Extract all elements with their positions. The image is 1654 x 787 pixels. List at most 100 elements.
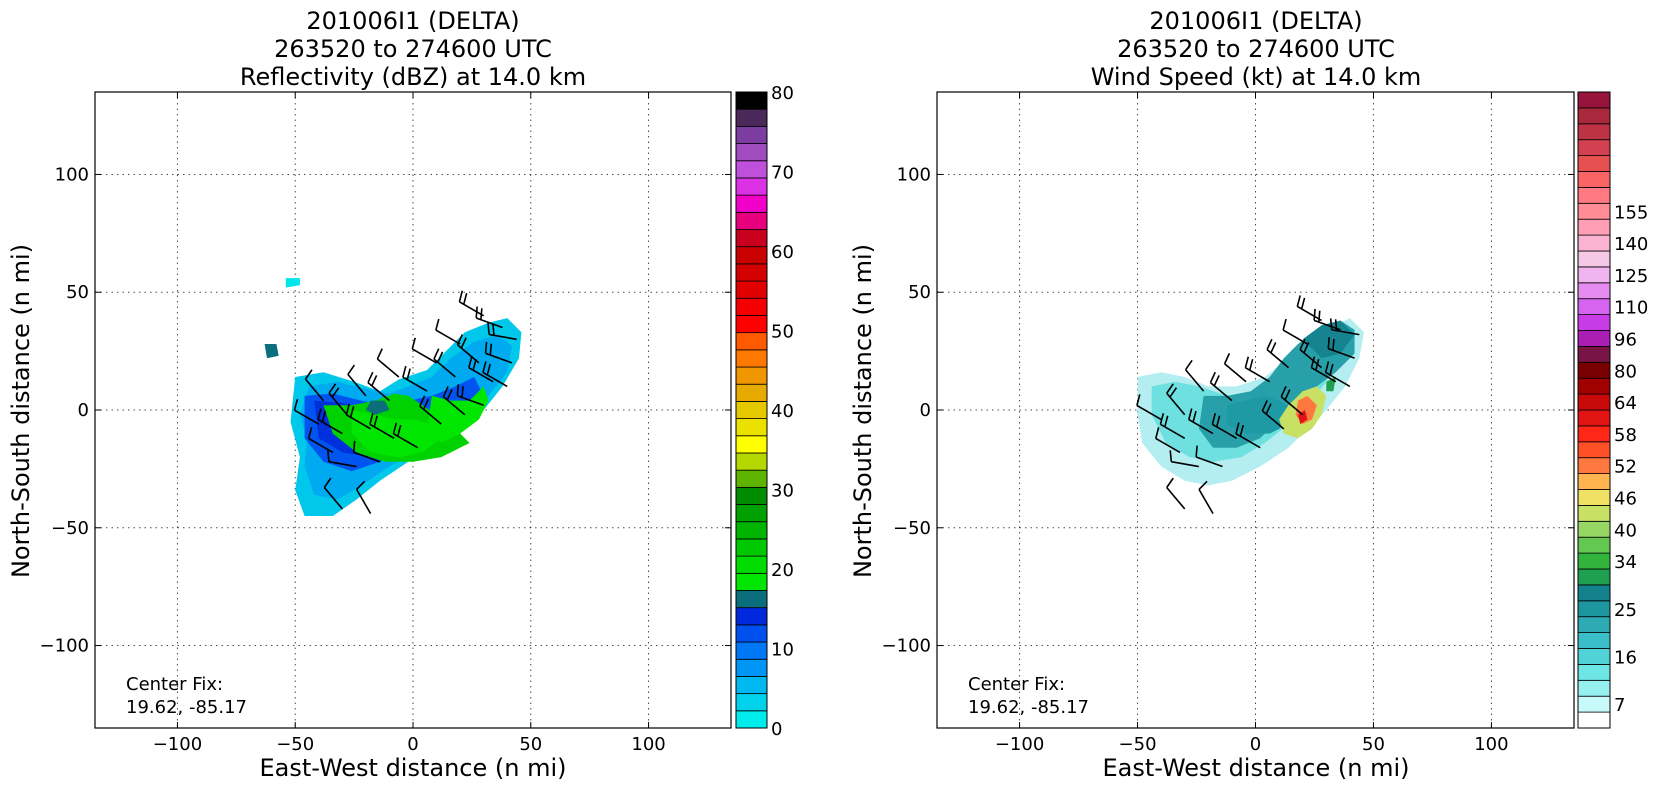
barb-flag — [1248, 359, 1254, 371]
colorbar-tick-label: 40 — [1614, 520, 1637, 541]
colorbar-bin — [1577, 282, 1611, 300]
colorbar-tick-label: 70 — [771, 163, 794, 184]
colorbar-bin — [1577, 330, 1611, 347]
barb-staff — [347, 373, 367, 397]
barb-flag — [460, 337, 467, 349]
y-tick-label: −50 — [51, 518, 89, 539]
colorbar-bin — [735, 177, 768, 196]
colorbar-tick-label: 50 — [771, 322, 794, 343]
barb-flag — [392, 422, 398, 434]
colorbar-bin — [1577, 632, 1611, 649]
colorbar-bin — [735, 108, 768, 127]
wind-barb — [352, 440, 381, 463]
wind-barb — [1235, 422, 1261, 449]
data-region — [351, 410, 442, 458]
barb-flag — [1209, 371, 1216, 383]
colorbar-tick-label: 46 — [1614, 488, 1637, 509]
colorbar-tick-label: 64 — [1614, 393, 1637, 414]
wind-barb — [392, 422, 419, 449]
barb-flag — [462, 293, 468, 305]
colorbar-bin — [1577, 345, 1611, 363]
barb-flag — [1136, 394, 1141, 406]
colorbar-bin — [1577, 568, 1611, 586]
wind-barb — [345, 403, 372, 430]
y-axis-label: North-South distance (n mi) — [7, 244, 35, 578]
x-axis-label: East-West distance (n mi) — [1102, 754, 1409, 782]
colorbar-bin — [735, 401, 768, 419]
wind-barb — [1261, 400, 1285, 430]
barb-flag — [419, 395, 426, 407]
wind-barb — [1211, 413, 1238, 439]
colorbar-bin — [735, 125, 768, 144]
y-tick-label: 50 — [908, 282, 931, 303]
barb-flag — [456, 334, 464, 346]
barb-flag — [1154, 427, 1160, 439]
y-tick-label: −100 — [40, 636, 89, 657]
colorbar-bin — [735, 383, 768, 402]
barb-flag — [1166, 383, 1174, 394]
x-tick-label: 0 — [1250, 734, 1261, 755]
barb-staff — [355, 488, 372, 515]
wind-barb — [435, 318, 461, 345]
barb-flag — [1299, 338, 1306, 350]
colorbar-bin — [1577, 664, 1611, 681]
wind-barb — [347, 364, 367, 397]
wind-barb — [482, 361, 508, 388]
wind-barb — [1223, 353, 1247, 383]
colorbar-bin — [1577, 473, 1611, 490]
data-region — [264, 344, 279, 359]
colorbar-tick-label: 60 — [771, 242, 794, 263]
colorbar-tick-label: 110 — [1614, 298, 1648, 319]
colorbar-bin — [1577, 520, 1611, 538]
barb-flag — [1169, 387, 1178, 398]
colorbar-bin — [735, 229, 768, 248]
y-tick-label: 50 — [66, 282, 89, 303]
colorbar-bin — [735, 315, 768, 334]
colorbar-bin — [1577, 155, 1611, 172]
colorbar-bin — [735, 538, 768, 557]
colorbar: 7 16 25 34 40 46 52 58 64 80 96 110 125 140 155 — [1577, 91, 1648, 729]
colorbar-bin — [735, 366, 768, 385]
barb-staff — [1171, 460, 1200, 468]
colorbar-bin — [1577, 91, 1611, 109]
barb-flag — [482, 361, 487, 373]
wind-barb — [442, 386, 466, 416]
barb-flag — [484, 341, 488, 354]
barb-staff — [323, 486, 343, 510]
barb-flag — [406, 368, 411, 380]
title-line-1: 201006I1 (DELTA) — [1149, 7, 1362, 35]
barb-staff — [1166, 486, 1186, 510]
colorbar-bin — [1577, 234, 1611, 252]
colorbar-bin — [735, 693, 768, 712]
barb-flag — [1296, 295, 1301, 307]
colorbar-bin — [735, 143, 768, 162]
barb-flag — [327, 450, 330, 462]
colorbar-tick-label: 7 — [1614, 695, 1625, 716]
plot-area: −100 −50 0 50 100 −100 −50 0 50 100 — [882, 91, 1575, 755]
wind-barb — [323, 477, 343, 510]
wind-barb — [419, 395, 442, 425]
barb-flag — [1280, 386, 1287, 398]
wind-barb — [433, 348, 456, 378]
wind-barb — [1166, 477, 1186, 510]
barb-staff — [328, 460, 357, 468]
panel-wind-speed: 201006I1 (DELTA) 263520 to 274600 UTC Wi… — [849, 7, 1648, 782]
colorbar-bin — [735, 297, 768, 316]
barb-flag — [411, 337, 416, 350]
x-tick-label: 50 — [519, 734, 542, 755]
colorbar-bin — [735, 246, 768, 265]
colorbar-bin — [735, 469, 768, 488]
colorbar-bin — [735, 194, 768, 213]
center-fix-label: Center Fix: — [968, 674, 1065, 695]
colorbar-bin — [1577, 202, 1611, 220]
barb-flag — [323, 477, 332, 488]
barb-flag — [1166, 477, 1174, 488]
barb-flag — [458, 290, 464, 302]
colorbar-tick-label: 52 — [1614, 457, 1637, 478]
colorbar-bin — [1577, 250, 1611, 268]
barb-flag — [1270, 342, 1277, 354]
colorbar-bin — [1577, 425, 1611, 443]
colorbar-tick-label: 58 — [1614, 425, 1637, 446]
barb-flag — [317, 408, 322, 420]
wind-barb — [304, 369, 325, 402]
